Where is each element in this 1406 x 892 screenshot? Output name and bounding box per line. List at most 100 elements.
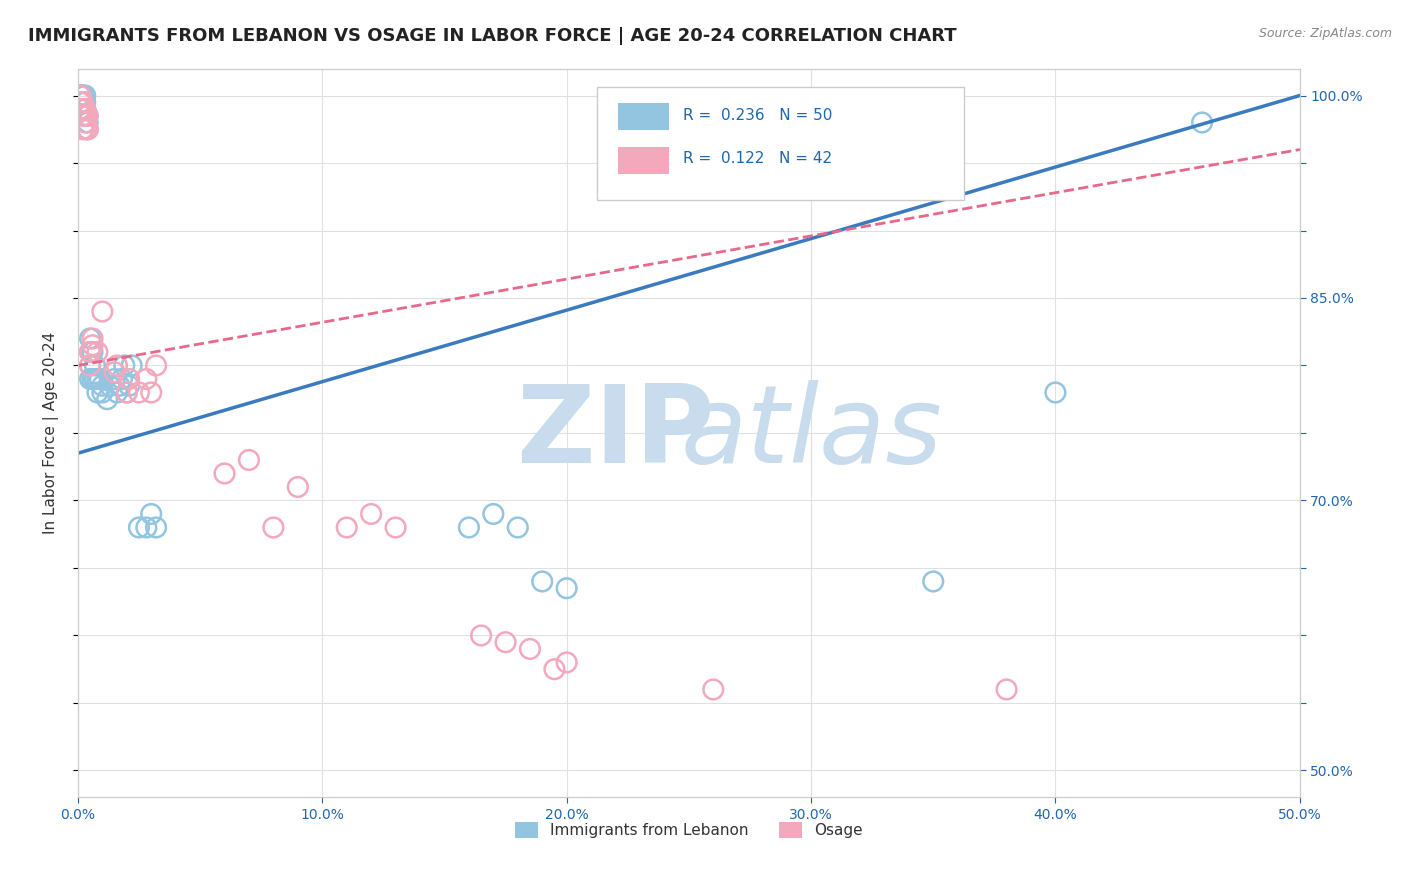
Text: R =  0.122   N = 42: R = 0.122 N = 42 [683, 152, 832, 167]
Immigrants from Lebanon [69, 88, 91, 103]
Osage [69, 102, 91, 116]
Osage [76, 109, 98, 123]
Y-axis label: In Labor Force | Age 20-24: In Labor Force | Age 20-24 [44, 332, 59, 534]
Immigrants from Lebanon [115, 385, 138, 400]
Osage [75, 102, 97, 116]
Immigrants from Lebanon [91, 378, 114, 392]
Immigrants from Lebanon [555, 581, 578, 595]
Text: Source: ZipAtlas.com: Source: ZipAtlas.com [1258, 27, 1392, 40]
Osage [82, 331, 104, 345]
Osage [555, 656, 578, 670]
Immigrants from Lebanon [76, 109, 98, 123]
Immigrants from Lebanon [82, 372, 104, 386]
Immigrants from Lebanon [75, 102, 97, 116]
Immigrants from Lebanon [75, 88, 97, 103]
Immigrants from Lebanon [135, 520, 157, 534]
Osage [384, 520, 406, 534]
Osage [128, 385, 150, 400]
Immigrants from Lebanon [72, 88, 94, 103]
Immigrants from Lebanon [79, 372, 101, 386]
Immigrants from Lebanon [922, 574, 945, 589]
Osage [543, 662, 565, 676]
Osage [336, 520, 359, 534]
Immigrants from Lebanon [86, 372, 108, 386]
Osage [69, 88, 91, 103]
Legend: Immigrants from Lebanon, Osage: Immigrants from Lebanon, Osage [509, 816, 869, 845]
Osage [75, 109, 97, 123]
Immigrants from Lebanon [82, 345, 104, 359]
Osage [79, 359, 101, 373]
Osage [82, 338, 104, 352]
Immigrants from Lebanon [72, 95, 94, 110]
Osage [145, 359, 167, 373]
Osage [287, 480, 309, 494]
Immigrants from Lebanon [72, 95, 94, 110]
Osage [141, 385, 163, 400]
Immigrants from Lebanon [79, 345, 101, 359]
Text: ZIP: ZIP [516, 380, 714, 486]
Immigrants from Lebanon [482, 507, 505, 521]
Osage [76, 122, 98, 136]
Osage [79, 345, 101, 359]
Osage [360, 507, 382, 521]
Immigrants from Lebanon [69, 88, 91, 103]
Osage [118, 372, 141, 386]
Immigrants from Lebanon [89, 372, 111, 386]
Immigrants from Lebanon [103, 372, 125, 386]
Osage [105, 359, 128, 373]
Immigrants from Lebanon [145, 520, 167, 534]
Immigrants from Lebanon [121, 359, 143, 373]
Osage [72, 95, 94, 110]
Immigrants from Lebanon [91, 385, 114, 400]
Immigrants from Lebanon [72, 88, 94, 103]
Osage [76, 122, 98, 136]
Immigrants from Lebanon [75, 102, 97, 116]
Immigrants from Lebanon [76, 122, 98, 136]
Osage [238, 453, 260, 467]
Osage [75, 122, 97, 136]
Immigrants from Lebanon [1045, 385, 1067, 400]
Osage [69, 95, 91, 110]
Text: R =  0.236   N = 50: R = 0.236 N = 50 [683, 108, 832, 123]
Osage [702, 682, 724, 697]
Immigrants from Lebanon [75, 95, 97, 110]
Osage [135, 372, 157, 386]
FancyBboxPatch shape [619, 103, 669, 130]
Osage [470, 628, 492, 642]
Osage [495, 635, 517, 649]
Immigrants from Lebanon [506, 520, 529, 534]
Osage [72, 102, 94, 116]
Osage [86, 345, 108, 359]
Immigrants from Lebanon [112, 359, 135, 373]
Immigrants from Lebanon [531, 574, 554, 589]
Osage [262, 520, 284, 534]
FancyBboxPatch shape [619, 146, 669, 174]
Osage [519, 642, 541, 657]
Immigrants from Lebanon [84, 372, 107, 386]
Immigrants from Lebanon [105, 385, 128, 400]
Immigrants from Lebanon [457, 520, 479, 534]
Osage [214, 467, 236, 481]
Immigrants from Lebanon [96, 392, 118, 407]
Immigrants from Lebanon [69, 102, 91, 116]
Immigrants from Lebanon [128, 520, 150, 534]
Immigrants from Lebanon [141, 507, 163, 521]
Osage [103, 365, 125, 379]
FancyBboxPatch shape [598, 87, 963, 200]
Osage [75, 115, 97, 129]
Immigrants from Lebanon [72, 102, 94, 116]
Immigrants from Lebanon [1191, 115, 1213, 129]
Text: IMMIGRANTS FROM LEBANON VS OSAGE IN LABOR FORCE | AGE 20-24 CORRELATION CHART: IMMIGRANTS FROM LEBANON VS OSAGE IN LABO… [28, 27, 956, 45]
Immigrants from Lebanon [79, 359, 101, 373]
Osage [115, 385, 138, 400]
Immigrants from Lebanon [98, 378, 121, 392]
Immigrants from Lebanon [86, 385, 108, 400]
Osage [72, 109, 94, 123]
Immigrants from Lebanon [111, 372, 134, 386]
Immigrants from Lebanon [84, 359, 107, 373]
Immigrants from Lebanon [118, 378, 141, 392]
Osage [72, 122, 94, 136]
Immigrants from Lebanon [79, 331, 101, 345]
Immigrants from Lebanon [76, 115, 98, 129]
Text: atlas: atlas [681, 381, 942, 485]
